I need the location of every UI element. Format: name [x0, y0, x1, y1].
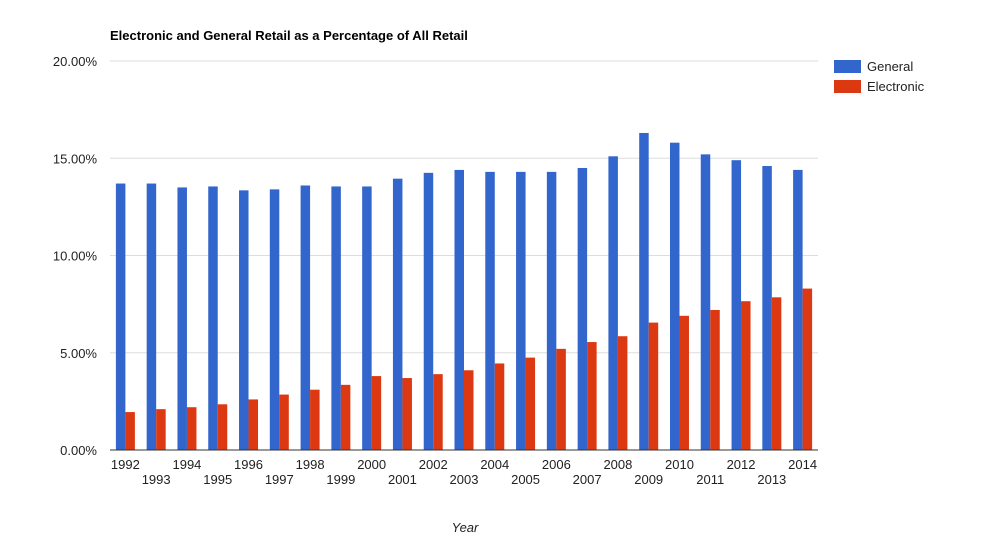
- x-tick-label: 2011: [696, 472, 724, 487]
- bar-general: [793, 169, 803, 451]
- bar-general: [669, 142, 680, 450]
- bar-electronic: [710, 309, 720, 450]
- bar-general: [300, 185, 311, 451]
- x-tick-label: 1999: [326, 472, 355, 487]
- bar-electronic: [340, 384, 351, 450]
- legend-swatch-electronic: [834, 80, 861, 93]
- x-tick-label: 2008: [603, 457, 632, 472]
- x-tick-label: 2013: [757, 472, 786, 487]
- bar-electronic: [771, 297, 782, 450]
- legend-swatch-general: [834, 60, 861, 73]
- legend-label-general: General: [867, 59, 913, 74]
- bar-electronic: [186, 407, 197, 450]
- x-tick-label: 2000: [357, 457, 386, 472]
- bar-electronic: [587, 342, 597, 450]
- y-tick-label: 5.00%: [60, 346, 97, 361]
- x-tick-label: 1992: [111, 457, 140, 472]
- bar-electronic: [802, 288, 813, 450]
- bar-general: [577, 167, 588, 450]
- bar-general: [546, 171, 557, 451]
- x-axis-ticks: 1992199319941995199619971998199920002001…: [111, 457, 817, 487]
- x-tick-label: 2005: [511, 472, 540, 487]
- bar-general: [762, 166, 772, 450]
- bar-general: [516, 171, 526, 451]
- bar-electronic: [741, 301, 751, 450]
- bar-electronic: [679, 315, 689, 450]
- x-tick-label: 1993: [142, 472, 171, 487]
- x-tick-label: 2009: [634, 472, 663, 487]
- bar-electronic: [464, 370, 474, 450]
- bar-general: [362, 186, 372, 450]
- bar-general: [485, 171, 495, 451]
- y-tick-label: 0.00%: [60, 443, 97, 458]
- bar-general: [454, 169, 464, 451]
- bar-electronic: [279, 394, 289, 450]
- bar-electronic: [217, 404, 228, 450]
- y-tick-label: 20.00%: [53, 54, 98, 69]
- x-tick-label: 1996: [234, 457, 263, 472]
- bar-electronic: [433, 374, 443, 450]
- bar-general: [608, 156, 618, 450]
- bar-general: [269, 189, 280, 450]
- x-tick-label: 2007: [573, 472, 602, 487]
- x-tick-label: 2010: [665, 457, 694, 472]
- x-tick-label: 2003: [450, 472, 479, 487]
- bar-electronic: [156, 409, 166, 450]
- y-tick-label: 10.00%: [53, 249, 98, 264]
- bar-general: [331, 186, 341, 450]
- x-tick-label: 1995: [203, 472, 232, 487]
- y-axis-ticks: 0.00% 5.00% 10.00% 15.00% 20.00%: [53, 54, 98, 458]
- x-tick-label: 2002: [419, 457, 448, 472]
- bar-electronic: [617, 336, 628, 450]
- legend: General Electronic: [834, 59, 925, 94]
- x-axis-title: Year: [452, 520, 479, 535]
- bar-electronic: [125, 412, 135, 450]
- chart-title: Electronic and General Retail as a Perce…: [110, 28, 468, 43]
- bar-electronic: [402, 378, 412, 450]
- x-tick-label: 2006: [542, 457, 571, 472]
- bar-general: [423, 172, 434, 450]
- legend-label-electronic: Electronic: [867, 79, 925, 94]
- x-tick-label: 2014: [788, 457, 817, 472]
- x-tick-label: 1997: [265, 472, 294, 487]
- bar-general: [731, 160, 742, 450]
- bar-general: [639, 132, 649, 450]
- bar-electronic: [310, 389, 320, 450]
- bar-general: [392, 178, 403, 451]
- bar-electronic: [494, 363, 505, 450]
- bar-general: [208, 186, 218, 450]
- bar-electronic: [525, 357, 536, 450]
- bar-electronic: [248, 399, 259, 450]
- bars: [115, 132, 813, 451]
- y-tick-label: 15.00%: [53, 151, 98, 166]
- bar-general: [146, 183, 157, 450]
- bar-general: [115, 183, 126, 450]
- bar-general: [177, 187, 187, 451]
- x-tick-label: 2004: [480, 457, 509, 472]
- x-tick-label: 1998: [296, 457, 325, 472]
- bar-general: [239, 190, 249, 450]
- bar-electronic: [556, 348, 566, 450]
- bar-electronic: [648, 322, 659, 450]
- bar-electronic: [371, 376, 382, 450]
- x-tick-label: 2001: [388, 472, 417, 487]
- x-tick-label: 2012: [727, 457, 756, 472]
- bar-general: [700, 154, 711, 451]
- x-tick-label: 1994: [172, 457, 201, 472]
